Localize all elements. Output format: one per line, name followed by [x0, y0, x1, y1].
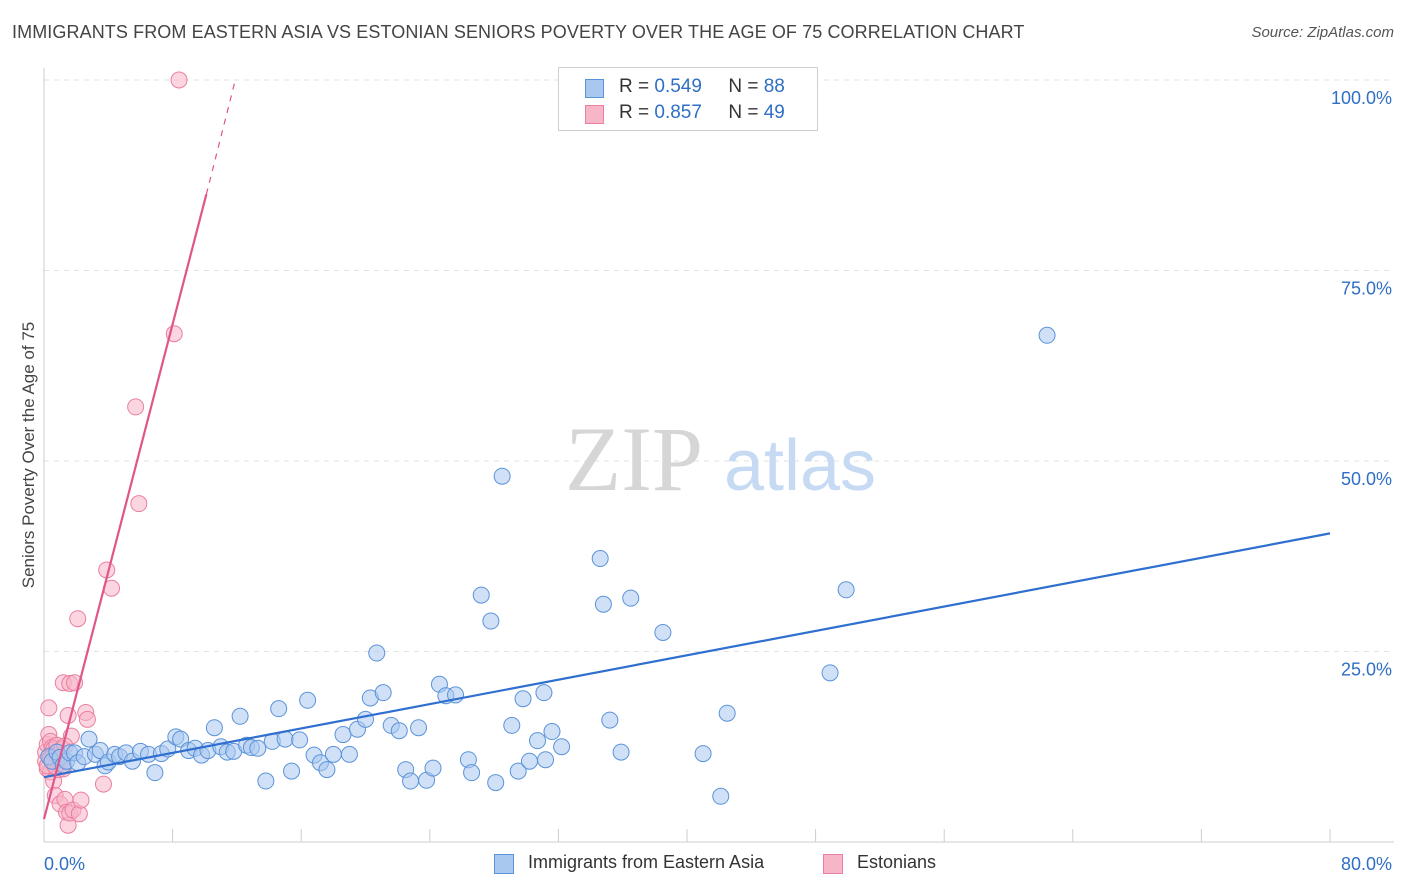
point-eastern-asia: [837, 581, 855, 599]
y-tick-label: 75.0%: [1341, 279, 1392, 299]
legend-swatch-eastern-asia: [585, 79, 604, 98]
point-eastern-asia: [357, 710, 374, 728]
legend-n-label: N =: [728, 102, 759, 123]
point-eastern-asia: [463, 764, 481, 782]
watermark-zip: ZIP: [565, 408, 703, 510]
legend-n-label: N =: [728, 76, 759, 97]
point-eastern-asia: [612, 743, 630, 761]
point-eastern-asia: [487, 774, 505, 792]
point-eastern-asia: [694, 745, 712, 763]
point-estonians: [130, 495, 148, 513]
point-eastern-asia: [591, 550, 609, 568]
point-eastern-asia: [537, 751, 555, 769]
point-eastern-asia: [146, 764, 164, 782]
point-eastern-asia: [594, 595, 612, 613]
point-estonians: [59, 707, 77, 725]
watermark: ZIP atlas: [565, 408, 876, 510]
legend-n-value: 49: [763, 102, 785, 123]
point-eastern-asia: [718, 704, 736, 722]
legend-n-value: 88: [763, 76, 785, 97]
point-eastern-asia: [821, 664, 839, 682]
point-eastern-asia: [529, 732, 547, 750]
point-eastern-asia: [503, 716, 521, 734]
legend-r-value: 0.549: [654, 76, 702, 97]
trendline-estonians: [42, 194, 208, 820]
point-eastern-asia: [334, 726, 352, 744]
legend-r-label: R =: [619, 76, 650, 97]
y-tick-label: 50.0%: [1341, 469, 1392, 489]
point-eastern-asia: [543, 723, 561, 741]
y-axis-label: Seniors Poverty Over the Age of 75: [19, 321, 38, 589]
x-tick-label-min: 0.0%: [44, 854, 85, 874]
watermark-atlas: atlas: [724, 426, 876, 506]
point-eastern-asia: [622, 589, 640, 607]
legend-swatch-estonians: [823, 854, 843, 874]
tick-labels: 25.0% 50.0% 75.0% 100.0% 0.0% 80.0%: [44, 88, 1392, 874]
point-eastern-asia: [374, 684, 392, 702]
chart-title: IMMIGRANTS FROM EASTERN ASIA VS ESTONIAN…: [12, 22, 1025, 42]
point-eastern-asia: [424, 759, 442, 777]
point-eastern-asia: [1038, 326, 1056, 344]
points-layer: [37, 71, 1056, 834]
point-eastern-asia: [553, 738, 571, 756]
trendline-eastern-asia: [43, 532, 1331, 779]
point-eastern-asia: [712, 787, 730, 805]
y-tick-label: 25.0%: [1341, 660, 1392, 680]
point-eastern-asia: [231, 707, 249, 725]
point-estonians: [78, 710, 96, 728]
trend-layer: [42, 79, 1331, 820]
legend-label-estonians: Estonians: [857, 852, 937, 872]
point-estonians: [94, 775, 112, 793]
legend-label-eastern-asia: Immigrants from Eastern Asia: [528, 852, 765, 872]
point-eastern-asia: [340, 745, 358, 763]
point-eastern-asia: [368, 644, 386, 662]
point-eastern-asia: [601, 711, 619, 729]
correlation-legend: R = 0.549 N = 88 R = 0.857 N = 49: [558, 67, 818, 131]
y-tick-label: 100.0%: [1331, 88, 1392, 108]
point-eastern-asia: [654, 623, 672, 641]
point-estonians: [170, 71, 188, 89]
source-note: Source: ZipAtlas.com: [1251, 24, 1394, 41]
point-eastern-asia: [205, 719, 223, 737]
point-eastern-asia: [299, 691, 317, 709]
point-estonians: [69, 610, 87, 628]
legend-swatch-eastern-asia: [494, 854, 514, 874]
legend-r-value: 0.857: [654, 102, 702, 123]
x-tick-label-max: 80.0%: [1341, 854, 1392, 874]
point-eastern-asia: [270, 700, 288, 718]
point-estonians: [72, 791, 90, 809]
point-eastern-asia: [493, 467, 511, 485]
point-eastern-asia: [535, 684, 553, 702]
point-eastern-asia: [324, 745, 342, 763]
point-estonians: [127, 398, 145, 416]
point-eastern-asia: [390, 722, 408, 740]
point-eastern-asia: [291, 731, 309, 749]
axis-layer: [43, 68, 1394, 843]
point-eastern-asia: [472, 586, 490, 604]
point-estonians: [40, 699, 58, 717]
legend-r-label: R =: [619, 102, 650, 123]
point-eastern-asia: [514, 690, 532, 708]
point-eastern-asia: [283, 762, 301, 780]
trendline-estonians-extension: [205, 79, 236, 195]
legend-swatch-estonians: [585, 105, 604, 124]
point-eastern-asia: [410, 719, 428, 737]
point-eastern-asia: [318, 761, 336, 779]
point-eastern-asia: [402, 772, 420, 790]
point-eastern-asia: [509, 762, 527, 780]
point-eastern-asia: [520, 752, 538, 770]
point-eastern-asia: [482, 612, 500, 630]
point-eastern-asia: [257, 772, 275, 790]
point-eastern-asia: [249, 739, 267, 757]
point-eastern-asia: [80, 730, 98, 748]
grid-layer: [44, 79, 1394, 652]
